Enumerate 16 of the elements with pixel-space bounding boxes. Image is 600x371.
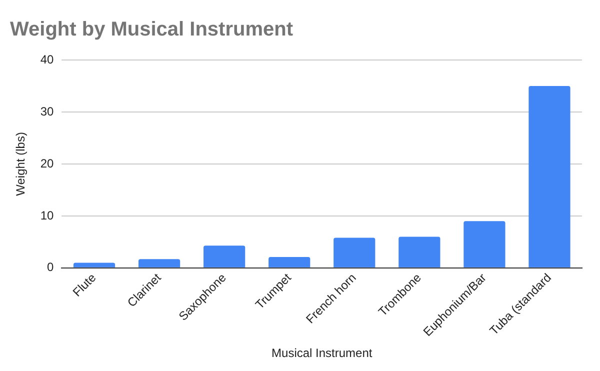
bar [138, 259, 180, 268]
y-tick-label: 20 [40, 156, 54, 170]
y-tick-label: 10 [40, 208, 54, 222]
bar [464, 221, 506, 268]
bar [73, 262, 116, 268]
y-tick-label: 40 [40, 52, 54, 66]
bar [334, 238, 376, 268]
x-axis-title: Musical Instrument [272, 346, 373, 360]
y-tick-label: 30 [40, 104, 54, 118]
y-tick-label: 0 [47, 260, 54, 274]
bar [398, 236, 440, 268]
bar [528, 86, 570, 268]
bar [268, 257, 310, 268]
bar [204, 246, 246, 268]
chart-title: Weight by Musical Instrument [10, 18, 294, 41]
y-axis-title: Weight (lbs) [14, 132, 28, 196]
